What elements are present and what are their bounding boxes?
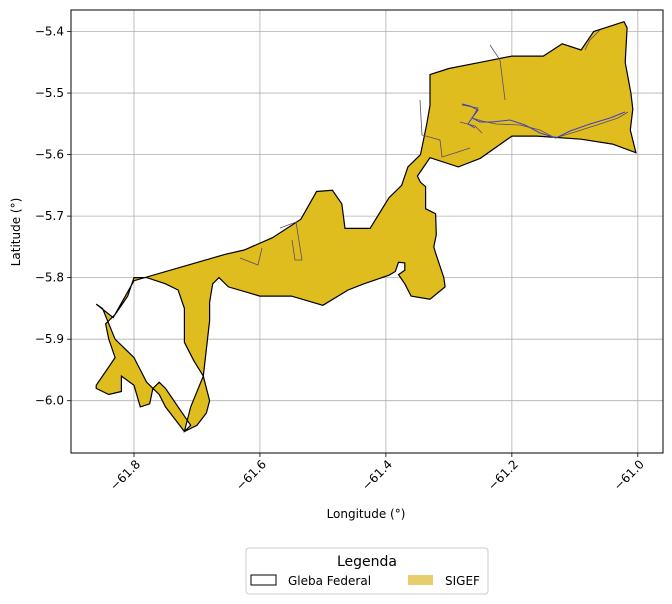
x-tick-label: −61.2 — [485, 457, 521, 493]
x-tick-label: −61.8 — [107, 457, 143, 493]
legend-swatch-gleba-federal — [250, 574, 277, 586]
y-tick-label: −5.9 — [35, 332, 64, 346]
legend-title: Legenda — [337, 554, 397, 570]
y-tick-label: −5.8 — [35, 271, 64, 285]
legend-label-sigef: SIGEF — [445, 574, 480, 588]
y-tick-label: −5.4 — [35, 25, 64, 39]
x-tick-label: −61.4 — [359, 457, 395, 493]
y-ticks: −5.4 −5.5 −5.6 −5.7 −5.8 −5.9 −6.0 — [35, 25, 71, 408]
polygon-layer — [95, 20, 637, 433]
x-tick-label: −61.6 — [233, 457, 269, 493]
y-tick-label: −5.5 — [35, 86, 64, 100]
y-tick-label: −5.7 — [35, 209, 64, 223]
river-lines — [461, 103, 626, 139]
x-tick-label: −61.0 — [611, 457, 647, 493]
y-tick-label: −5.6 — [35, 148, 64, 162]
plot-frame — [70, 9, 664, 454]
x-axis-label: Longitude (°) — [327, 507, 406, 521]
legend-label-gleba-federal: Gleba Federal — [288, 574, 371, 588]
sigef-polygon — [95, 20, 637, 433]
y-axis-label: Latitude (°) — [9, 198, 23, 267]
y-tick-label: −6.0 — [35, 394, 64, 408]
x-ticks: −61.8 −61.6 −61.4 −61.2 −61.0 — [107, 453, 647, 493]
legend: Legenda Gleba Federal SIGEF — [245, 547, 489, 595]
legend-swatch-sigef — [408, 575, 433, 585]
